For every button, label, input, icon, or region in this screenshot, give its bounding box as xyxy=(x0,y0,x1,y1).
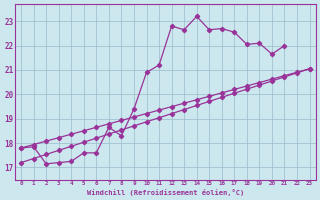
X-axis label: Windchill (Refroidissement éolien,°C): Windchill (Refroidissement éolien,°C) xyxy=(87,189,244,196)
